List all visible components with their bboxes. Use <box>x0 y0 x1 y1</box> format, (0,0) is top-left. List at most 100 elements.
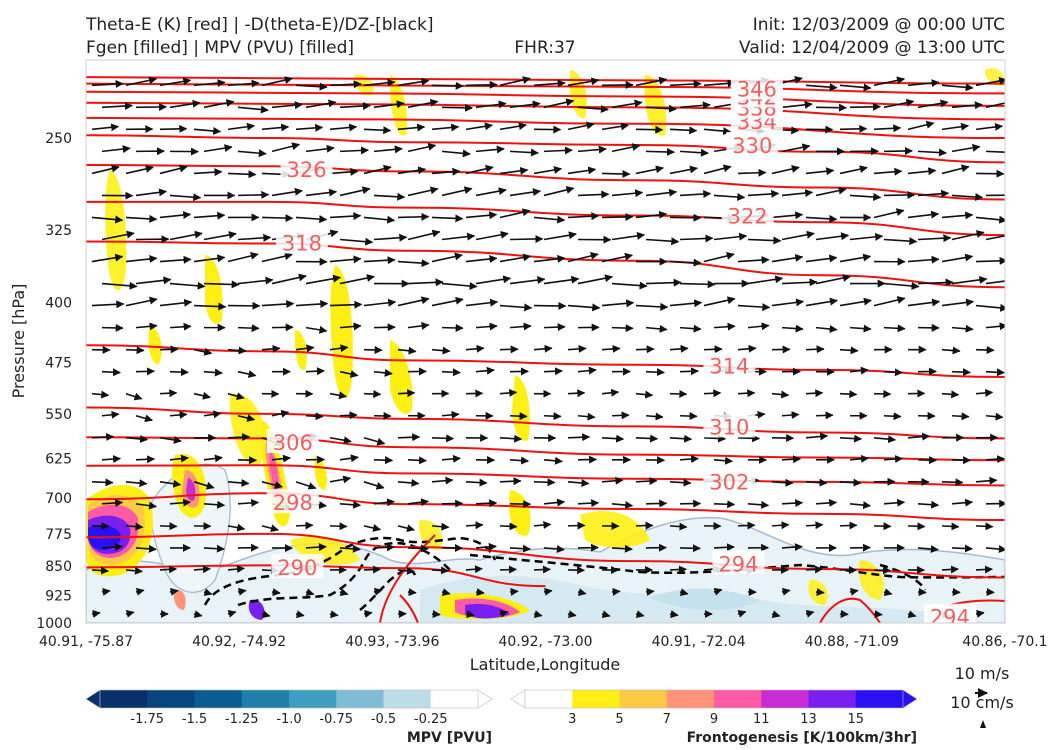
theta-e-label: 306 <box>273 431 313 455</box>
wind-vector <box>227 478 250 487</box>
colorbar-outline <box>99 689 479 709</box>
fgen-colorbar-title: Frontogenesis [K/100km/3hr] <box>687 730 917 746</box>
wind-vector <box>883 588 893 597</box>
wind-vector <box>295 123 324 132</box>
wind-vector <box>567 121 595 131</box>
wind-vector <box>407 142 437 153</box>
wind-vector <box>193 211 226 220</box>
wind-vector <box>849 324 872 333</box>
theta-e-contour-350 <box>86 76 1005 85</box>
wind-vector <box>577 190 610 199</box>
wind-vector <box>499 434 523 443</box>
wind-vector <box>363 298 397 307</box>
wind-vector <box>645 188 678 197</box>
wind-vector <box>397 296 430 307</box>
wind-vector <box>713 456 734 465</box>
wind-vector <box>509 235 544 243</box>
wind-vector <box>91 478 114 487</box>
wind-vector <box>747 500 770 509</box>
theta-e-label-bg <box>703 413 756 438</box>
wind-vector <box>543 587 553 596</box>
wind-vector <box>329 436 352 445</box>
wind-vector <box>849 232 884 241</box>
wind-vector <box>125 214 158 223</box>
wind-vector <box>873 208 905 219</box>
wind-vector <box>227 609 237 618</box>
wind-vector <box>917 234 952 243</box>
wind-vector <box>849 192 882 201</box>
y-axis-ticks: 250 325 400 475 550 625 700 775 850 925 1000 <box>36 131 72 632</box>
wind-vector <box>611 189 644 198</box>
wind-vector <box>227 170 257 179</box>
wind-vector <box>261 481 283 489</box>
wind-vector <box>635 610 645 619</box>
wind-vector <box>169 410 188 419</box>
wind-vector <box>397 166 427 175</box>
theta-e-label: 314 <box>709 355 749 379</box>
wind-vector <box>193 254 226 263</box>
colorbar-swatch <box>855 690 904 708</box>
wind-vector <box>363 390 382 399</box>
wind-vector <box>951 544 973 553</box>
wind-vector <box>193 126 222 135</box>
wind-vector <box>373 323 396 332</box>
colorbar-swatch <box>572 690 620 708</box>
wind-vector <box>941 478 964 487</box>
wind-vector <box>771 165 800 175</box>
wind-vector <box>941 565 959 574</box>
wind-vector <box>883 324 906 333</box>
x-tick-label: 40.86, -70.1 <box>962 634 1047 650</box>
wind-vector <box>329 610 339 619</box>
wind-vector <box>815 232 850 241</box>
wind-vector <box>499 122 527 131</box>
wind-vector <box>431 346 451 355</box>
wind-vector <box>261 344 281 353</box>
wind-vector <box>771 253 804 263</box>
theta-e-label-bg <box>923 603 976 623</box>
wind-vector <box>509 100 541 109</box>
wind-vector <box>407 588 417 597</box>
wind-vector <box>465 478 488 487</box>
wind-vector <box>815 498 838 507</box>
wind-vector <box>635 477 658 486</box>
wind-vector <box>703 389 722 398</box>
wind-vector <box>101 145 131 154</box>
wind-vector <box>237 233 272 242</box>
wind-vector <box>499 208 531 219</box>
wind-vector <box>669 126 698 135</box>
wind-vector <box>805 565 823 574</box>
theta-e-label: 330 <box>732 134 772 158</box>
y-tick-label: 1000 <box>36 616 72 632</box>
wind-vector <box>611 587 621 596</box>
wind-vector <box>815 324 838 333</box>
wind-vector <box>305 543 327 552</box>
wind-vector <box>917 500 940 509</box>
wind-vector <box>125 434 149 443</box>
wind-vector <box>91 164 120 175</box>
wind-vector <box>169 281 206 290</box>
wind-vector <box>883 412 902 421</box>
wind-vector <box>679 324 702 333</box>
wind-vector <box>509 188 541 197</box>
wind-vector <box>533 478 556 487</box>
wind-vector <box>781 455 802 464</box>
wind-vector <box>431 123 460 132</box>
wind-vector <box>295 481 317 490</box>
wind-vector <box>125 522 144 531</box>
wind-vector <box>951 456 972 465</box>
wind-vector <box>533 79 566 88</box>
wind-vector <box>101 410 120 419</box>
wind-vector <box>305 325 328 334</box>
y-tick-label: 400 <box>45 295 72 311</box>
wind-vector <box>499 303 533 312</box>
wind-vector <box>679 148 709 157</box>
wind-vector <box>567 344 587 353</box>
wind-vector <box>669 258 702 267</box>
wind-vector <box>499 166 529 175</box>
wind-vector <box>805 478 828 487</box>
wind-vector <box>475 322 498 331</box>
wind-vector <box>159 124 188 133</box>
wind-vector <box>169 368 189 377</box>
wind-vector <box>237 105 269 114</box>
wind-vector <box>159 389 178 398</box>
